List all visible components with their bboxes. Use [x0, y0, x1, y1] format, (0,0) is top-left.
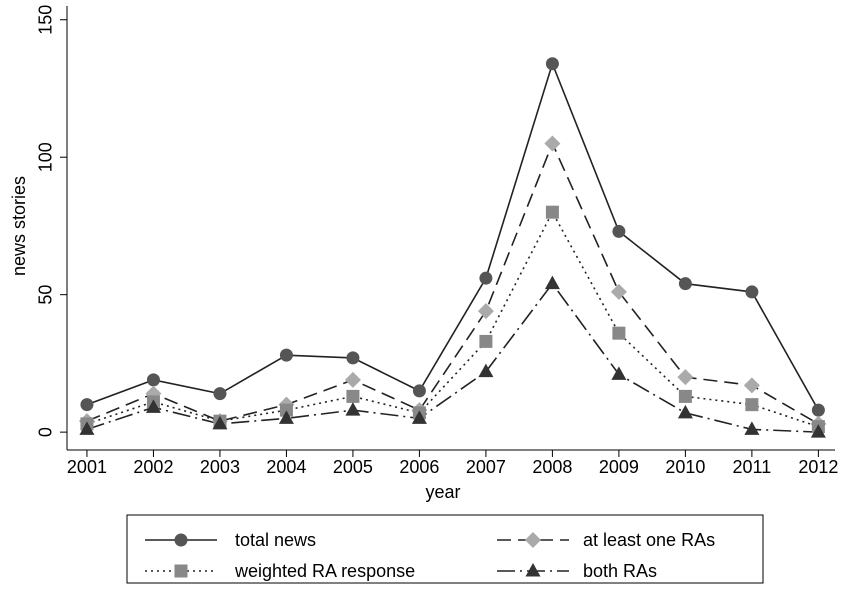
data-point — [344, 371, 361, 388]
data-point — [346, 351, 360, 365]
data-point — [678, 389, 692, 403]
data-point — [612, 224, 626, 238]
data-point — [145, 399, 161, 413]
series-line — [86, 61, 820, 411]
data-point — [745, 285, 759, 299]
x-axis-title: year — [425, 482, 460, 502]
x-tick-label: 2001 — [67, 457, 107, 477]
legend-box — [126, 514, 764, 584]
x-tick-label: 2008 — [532, 457, 572, 477]
data-point — [278, 410, 294, 424]
data-point — [279, 403, 293, 417]
data-point — [678, 277, 692, 291]
y-tick-label: 150 — [36, 5, 56, 35]
data-point — [545, 57, 559, 71]
x-tick-label: 2009 — [599, 457, 639, 477]
data-point — [810, 424, 826, 438]
data-point — [279, 348, 293, 362]
x-tick-label: 2012 — [798, 457, 838, 477]
x-tick-label: 2003 — [200, 457, 240, 477]
series-line — [86, 210, 819, 428]
data-point — [346, 389, 360, 403]
data-point — [146, 373, 160, 387]
y-axis-title: news stories — [9, 176, 29, 276]
data-point — [80, 398, 94, 412]
data-point — [478, 363, 494, 378]
x-tick-label: 2002 — [133, 457, 173, 477]
legend-marker — [525, 563, 541, 577]
y-tick-label: 100 — [36, 142, 56, 172]
x-tick-label: 2007 — [466, 457, 506, 477]
data-point — [411, 410, 427, 424]
x-tick-label: 2004 — [266, 457, 306, 477]
data-point — [345, 402, 361, 416]
legend-marker — [525, 532, 541, 548]
data-point — [677, 369, 694, 386]
data-point — [544, 135, 561, 152]
data-point — [79, 421, 95, 435]
legend-label: both RAs — [583, 561, 657, 581]
y-tick-label: 50 — [36, 285, 56, 305]
data-point — [479, 334, 493, 348]
series-line — [86, 282, 819, 433]
data-point — [744, 421, 760, 435]
data-point — [743, 377, 760, 394]
data-point — [611, 366, 627, 380]
data-point — [412, 384, 426, 398]
legend-label: total news — [235, 530, 316, 550]
x-tick-label: 2005 — [333, 457, 373, 477]
data-point — [745, 398, 759, 412]
data-point — [612, 326, 626, 340]
data-point — [545, 205, 559, 219]
x-tick-label: 2011 — [733, 457, 772, 477]
data-point — [610, 283, 627, 300]
x-tick-label: 2006 — [399, 457, 439, 477]
data-point — [479, 271, 493, 285]
data-point — [677, 404, 693, 419]
legend-marker — [174, 533, 188, 547]
x-tick-label: 2010 — [665, 457, 705, 477]
data-point — [477, 303, 494, 320]
legend-marker — [174, 564, 188, 578]
data-point — [811, 403, 825, 417]
series-line — [86, 141, 819, 425]
data-point — [213, 387, 227, 401]
y-tick-label: 0 — [36, 427, 56, 437]
legend-label: weighted RA response — [234, 561, 415, 581]
legend-label: at least one RAs — [583, 530, 715, 550]
data-point — [212, 415, 228, 430]
data-point — [544, 275, 560, 290]
